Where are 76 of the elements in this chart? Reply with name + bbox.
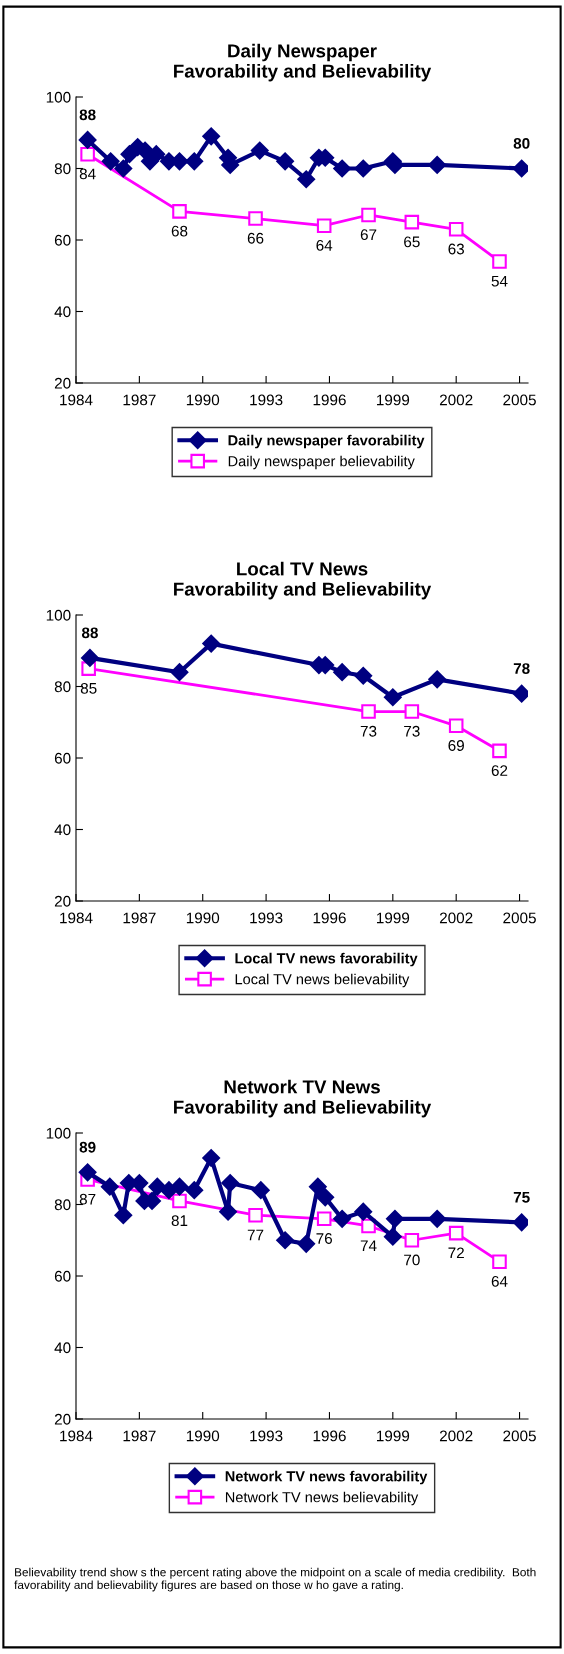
x-tick-label: 1999	[377, 912, 410, 924]
text: Believability trend show s the percent rating above the midpoint on a scale of media credibility. Both favorability and believability figures are based on those w ho gave a rating.	[14, 1567, 536, 1592]
x-tick-label: 1990	[186, 1430, 220, 1442]
x-tick-label: 1993	[250, 1430, 283, 1442]
y-tick-label: 20	[54, 895, 71, 907]
y-tick-label: 100	[46, 1127, 71, 1139]
data-label: 72	[448, 1247, 464, 1259]
data-label: 62	[491, 765, 508, 776]
data-label: 75	[513, 1192, 530, 1203]
data-label: 68	[171, 225, 188, 237]
x-tick-label: 2002	[439, 912, 473, 924]
y-tick-label: 40	[54, 824, 71, 836]
y-tick-label: 60	[54, 234, 71, 246]
x-tick-label: 1984	[60, 1430, 93, 1442]
data-label: 81	[171, 1215, 188, 1227]
data-label: 73	[360, 725, 377, 737]
data-label: 77	[247, 1229, 264, 1241]
chart-title: Local TV News Favorability and Believability	[174, 561, 432, 600]
legend-label: Daily newspaper believability	[228, 455, 415, 470]
x-tick-label: 2005	[503, 912, 536, 924]
data-label: 88	[79, 109, 96, 121]
x-tick-label: 1984	[60, 394, 93, 406]
x-tick-label: 2005	[503, 394, 536, 406]
y-tick-label: 80	[54, 1199, 71, 1211]
data-label: 80	[513, 138, 530, 149]
data-label: 89	[79, 1141, 96, 1153]
y-tick-label: 80	[54, 681, 71, 693]
data-label: 73	[404, 725, 420, 737]
legend-label: Local TV news believability	[235, 973, 410, 988]
chart-title: Daily Newspaper Favorability and Believability	[174, 43, 432, 82]
x-tick-label: 1996	[313, 1430, 346, 1442]
data-label: 84	[79, 168, 96, 180]
legend-label: Network TV news favorability	[225, 1470, 428, 1485]
x-tick-label: 1984	[60, 912, 93, 924]
x-tick-label: 1999	[377, 394, 410, 406]
x-tick-label: 1990	[186, 394, 220, 406]
y-tick-label: 100	[46, 609, 71, 621]
data-label: 66	[247, 232, 264, 244]
x-tick-label: 1987	[123, 394, 156, 406]
y-tick-label: 20	[54, 1413, 71, 1425]
data-label: 74	[360, 1240, 377, 1251]
data-label: 76	[316, 1233, 332, 1244]
data-label: 64	[316, 239, 333, 251]
data-label: 63	[448, 243, 465, 255]
data-label: 67	[360, 229, 377, 241]
data-label: 70	[404, 1254, 420, 1266]
legend-label: Daily newspaper favorability	[228, 434, 425, 449]
x-tick-label: 1999	[377, 1430, 410, 1442]
y-tick-label: 80	[54, 163, 71, 175]
data-label: 65	[404, 236, 420, 248]
y-tick-label: 60	[54, 1270, 71, 1282]
x-tick-label: 2005	[503, 1430, 536, 1442]
x-tick-label: 1993	[250, 394, 283, 406]
x-tick-label: 1987	[123, 1430, 156, 1442]
y-tick-label: 40	[54, 1342, 71, 1354]
data-label: 54	[491, 275, 508, 287]
data-label: 69	[448, 740, 464, 751]
data-label: 87	[79, 1193, 96, 1205]
data-label: 88	[81, 627, 98, 639]
x-tick-label: 2002	[439, 394, 473, 406]
x-tick-label: 1990	[186, 912, 220, 924]
y-tick-label: 60	[54, 752, 71, 764]
y-tick-label: 40	[54, 306, 71, 318]
y-tick-label: 20	[54, 377, 71, 389]
x-tick-label: 1996	[313, 394, 346, 406]
x-tick-label: 1987	[123, 912, 156, 924]
x-tick-label: 1996	[313, 912, 346, 924]
x-tick-label: 2002	[439, 1430, 473, 1442]
legend-label: Network TV news believability	[225, 1491, 419, 1506]
y-tick-label: 100	[46, 91, 71, 103]
x-tick-label: 1993	[250, 912, 283, 924]
data-label: 78	[513, 663, 530, 674]
data-label: 85	[80, 682, 97, 694]
data-label: 64	[491, 1275, 508, 1287]
chart-title: Network TV News Favorability and Believability	[174, 1079, 432, 1118]
legend-label: Local TV news favorability	[235, 952, 418, 967]
